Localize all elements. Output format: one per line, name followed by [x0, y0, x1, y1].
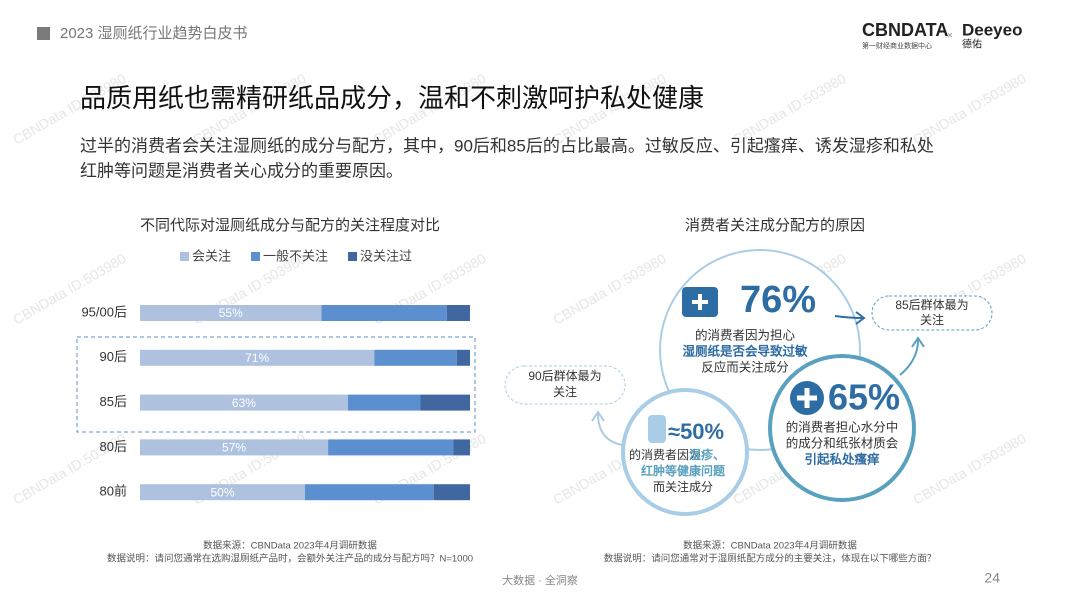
stat-value: 76%	[740, 279, 816, 321]
value-label: 50%	[210, 485, 234, 499]
arrow-head	[591, 410, 605, 422]
callout-text: 85后群体最为	[895, 298, 968, 312]
stat-text: 反应而关注成分	[701, 359, 789, 374]
brand: Deeyeo	[962, 20, 1022, 39]
footer-tagline: 大数据 · 全洞察	[502, 573, 578, 587]
callout-text: 关注	[553, 384, 577, 399]
bar-segment	[374, 349, 457, 366]
page-number: 24	[984, 570, 1000, 586]
brand: CBNDATA	[862, 20, 948, 40]
icon-cross	[797, 388, 817, 408]
slide-title: 品质用纸也需精研纸品成分，温和不刺激呵护私处健康	[80, 83, 704, 113]
stat-highlight: 湿厕纸是否会导致过敏	[682, 343, 808, 358]
legend-label: 会关注	[192, 248, 231, 263]
legend-label: 没关注过	[360, 248, 412, 263]
bar-segment	[140, 394, 348, 411]
legend-label: 一般不关注	[263, 248, 328, 263]
source-note: 数据说明：请问您通常在选购湿厕纸产品时，会额外关注产品的成分与配方吗？N=100…	[107, 553, 473, 565]
bar-segment	[305, 484, 434, 501]
arrow	[899, 339, 919, 376]
legend-swatch	[348, 252, 358, 261]
category-label: 85后	[100, 394, 127, 409]
report-name: 2023 湿厕纸行业趋势白皮书	[60, 25, 248, 42]
category-label: 80前	[100, 484, 127, 499]
stat-value: ≈50%	[668, 419, 724, 444]
bar-segment	[456, 349, 470, 366]
legend-swatch	[180, 252, 189, 261]
arrow	[834, 315, 863, 319]
stat-text: 的消费者担心水分中	[786, 419, 899, 434]
intro-line: 红肿等问题是消费者关心成分的重要原因。	[80, 161, 403, 180]
stat-text: 的消费者因为	[629, 447, 701, 462]
icon-cross	[692, 294, 708, 310]
legend-swatch	[251, 252, 261, 261]
stat-highlight: 引起私处瘙痒	[804, 451, 880, 466]
brand-sub: 德佑	[962, 38, 982, 51]
bar-segment	[420, 394, 470, 411]
arrow-head	[911, 336, 925, 348]
arrow-head	[855, 311, 866, 325]
bar-segment	[321, 305, 447, 321]
value-label: 55%	[219, 306, 243, 320]
stat-highlight: 红肿等健康问题	[641, 463, 726, 478]
bar-segment	[446, 305, 470, 321]
bar-segment	[347, 394, 421, 411]
bar-segment	[140, 349, 375, 366]
bar-chart: 会关注 一般不关注 没关注过 95/00后 55% 90后 71% 85后 63% 80后 57% 8…	[81, 248, 470, 501]
source-note: 数据来源：CBNData 2023年4月调研数据	[683, 540, 857, 552]
category-label: 95/00后	[81, 304, 127, 319]
stat-text: 的消费者因为担心	[695, 327, 796, 342]
source-note: 数据说明：请问您通常对于湿厕纸配方成分的主要关注，体现在以下哪些方面？	[604, 553, 937, 565]
bar-segment	[433, 484, 470, 501]
diagram-title: 消费者关注成分配方的原因	[685, 217, 865, 234]
value-label: 71%	[245, 351, 269, 365]
header-square	[37, 27, 50, 40]
chart-title: 不同代际对湿厕纸成分与配方的关注程度对比	[140, 217, 440, 234]
category-label: 90后	[100, 349, 127, 364]
category-label: 80后	[100, 439, 127, 454]
icon-bottle	[648, 415, 666, 443]
bar-segment	[140, 484, 305, 501]
value-label: 63%	[232, 396, 256, 410]
source-note: 数据来源：CBNData 2023年4月调研数据	[203, 540, 377, 552]
brand-times: ×	[947, 31, 953, 42]
intro-line: 过半的消费者会关注湿厕纸的成分与配方，其中，90后和85后的占比最高。过敏反应、…	[80, 136, 934, 155]
bar-segment	[140, 439, 329, 456]
stat-text: 的成分和纸张材质会	[786, 435, 899, 450]
highlight-box	[76, 336, 476, 433]
brand-sub: 第一财经商业数据中心	[862, 41, 932, 50]
arrow	[597, 413, 623, 446]
bar-segment	[140, 305, 322, 321]
value-label: 57%	[222, 441, 246, 455]
callout-text: 关注	[920, 312, 944, 327]
callout-pill	[871, 295, 993, 331]
callout-text: 90后群体最为	[528, 369, 601, 383]
stat-value: 65%	[828, 377, 900, 418]
callout-pill	[504, 365, 626, 405]
bar-segment	[453, 439, 470, 456]
stat-highlight: 湿疹、	[689, 447, 725, 462]
stat-text: 而关注成分	[653, 479, 713, 494]
bar-segment	[328, 439, 454, 456]
